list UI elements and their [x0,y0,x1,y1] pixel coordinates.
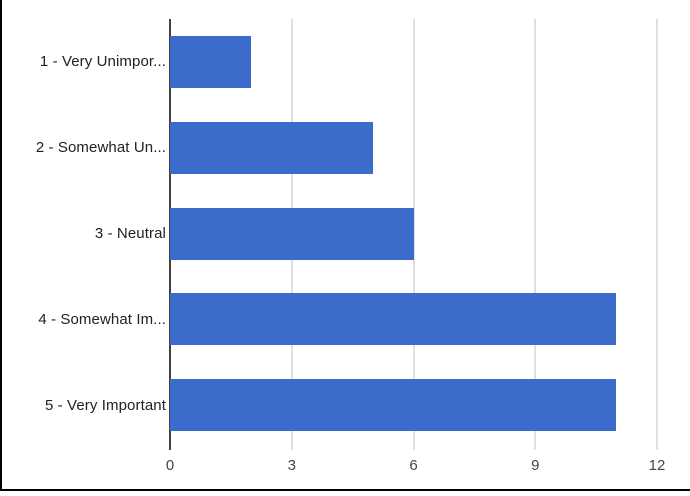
category-label: 4 - Somewhat Im... [38,310,166,328]
gridline [534,19,537,450]
bar[interactable] [170,121,373,174]
x-tick-label: 3 [287,457,296,474]
category-label: 1 - Very Unimpor... [39,53,166,71]
bar[interactable] [170,207,414,260]
frame-bottom-border [0,489,690,491]
category-label: 5 - Very Important [44,396,166,414]
gridline [412,19,415,450]
x-tick-label: 12 [648,457,666,474]
x-tick-label: 6 [409,457,418,474]
bar[interactable] [170,379,617,432]
category-label: 3 - Neutral [94,225,166,242]
bar[interactable] [170,293,617,346]
gridline [656,19,658,450]
bar[interactable] [170,35,252,88]
frame-left-border [0,0,2,491]
category-label: 2 - Somewhat Un... [35,139,166,157]
x-tick-label: 9 [531,457,540,474]
x-tick-label: 0 [165,457,175,474]
